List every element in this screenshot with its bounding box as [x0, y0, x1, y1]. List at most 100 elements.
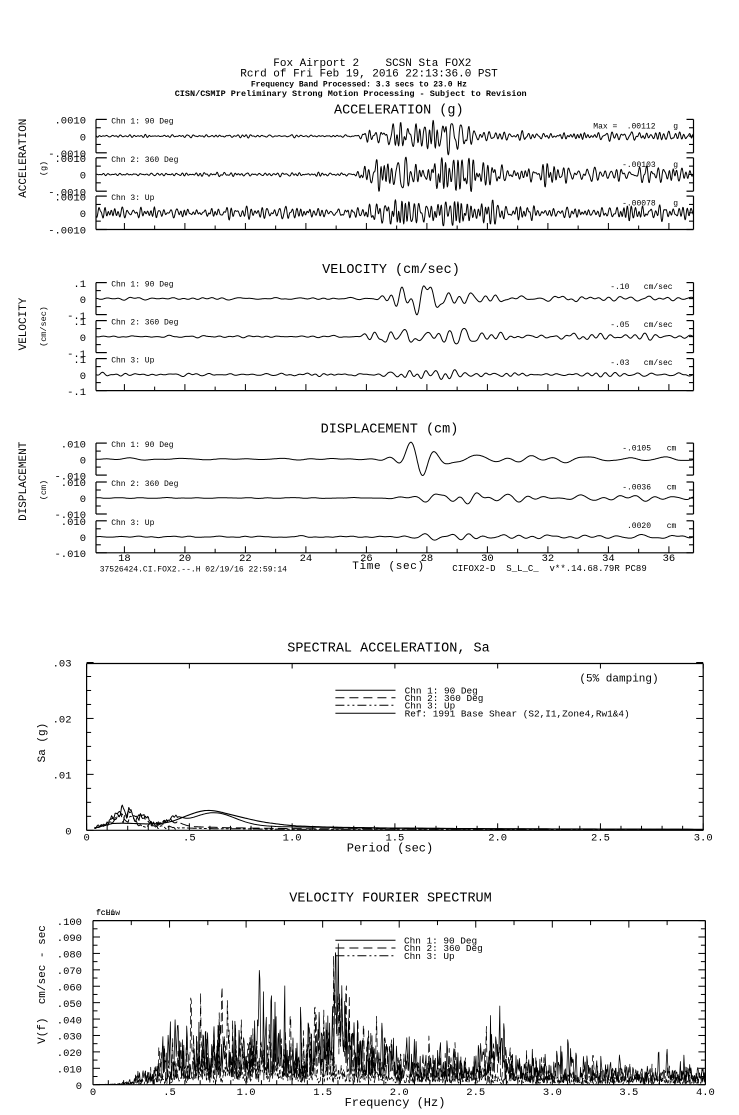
svg-text:Max =: Max = [593, 123, 617, 132]
svg-text:-.10: -.10 [610, 283, 629, 292]
svg-text:37526424.CI.FOX2.--.H 02/19/16: 37526424.CI.FOX2.--.H 02/19/16 22:59:14 [100, 565, 287, 574]
svg-text:22: 22 [239, 553, 252, 565]
svg-text:cm: cm [667, 445, 677, 454]
svg-text:-.0036: -.0036 [622, 483, 651, 492]
svg-text:0: 0 [80, 494, 86, 506]
svg-text:.050: .050 [57, 999, 82, 1011]
svg-text:.010: .010 [61, 439, 86, 451]
svg-text:V(f) cm/sec - sec: V(f) cm/sec - sec [37, 925, 49, 1044]
svg-text:34: 34 [602, 553, 615, 565]
svg-text:.010: .010 [61, 517, 86, 529]
svg-text:ACCELERATION (g): ACCELERATION (g) [334, 104, 464, 119]
svg-text:.060: .060 [57, 982, 82, 994]
svg-text:2.5: 2.5 [466, 1087, 485, 1099]
svg-text:(cm): (cm) [39, 480, 49, 500]
svg-text:-.010: -.010 [54, 510, 86, 522]
svg-text:-.1: -.1 [67, 349, 86, 361]
svg-text:36: 36 [663, 553, 676, 565]
svg-text:Period (sec): Period (sec) [347, 841, 433, 855]
svg-text:4.0: 4.0 [696, 1087, 715, 1099]
svg-text:Chn 3: Up: Chn 3: Up [111, 519, 154, 528]
svg-text:Chn 1: 90 Deg: Chn 1: 90 Deg [111, 117, 174, 126]
svg-text:.5: .5 [183, 833, 196, 845]
svg-text:-.0105: -.0105 [622, 445, 651, 454]
svg-text:20: 20 [179, 553, 192, 565]
svg-text:(cm/sec): (cm/sec) [39, 306, 49, 347]
svg-text:.100: .100 [57, 917, 82, 929]
svg-text:.0010: .0010 [54, 192, 86, 204]
svg-text:.0020: .0020 [627, 522, 651, 531]
svg-text:-.00103: -.00103 [622, 161, 656, 170]
svg-text:26: 26 [360, 553, 373, 565]
svg-text:Chn 3: Up: Chn 3: Up [111, 194, 154, 203]
svg-text:VELOCITY: VELOCITY [18, 297, 30, 350]
svg-text:0: 0 [83, 833, 89, 845]
svg-text:Chn 2: 360 Deg: Chn 2: 360 Deg [405, 693, 484, 704]
svg-text:30: 30 [481, 553, 494, 565]
svg-text:(g): (g) [39, 161, 49, 176]
svg-text:CISN/CSMIP Preliminary Strong: CISN/CSMIP Preliminary Strong Motion Pro… [175, 89, 527, 99]
svg-text:-.1: -.1 [67, 311, 86, 323]
svg-text:VELOCITY FOURIER SPECTRUM: VELOCITY FOURIER SPECTRUM [289, 892, 492, 907]
svg-text:fcHi: fcHi [96, 909, 115, 918]
svg-text:DISPLACEMENT (cm): DISPLACEMENT (cm) [321, 423, 459, 438]
svg-text:1.5: 1.5 [313, 1087, 332, 1099]
svg-text:0: 0 [76, 1081, 82, 1093]
svg-text:-.0010: -.0010 [48, 149, 86, 161]
svg-text:-.010: -.010 [54, 471, 86, 483]
svg-text:Frequency Band Processed: 3.3: Frequency Band Processed: 3.3 secs to 23… [251, 81, 467, 90]
svg-text:Chn 3: Up: Chn 3: Up [404, 951, 455, 962]
svg-text:1.0: 1.0 [237, 1087, 256, 1099]
svg-text:cm: cm [667, 483, 677, 492]
svg-text:.010: .010 [57, 1064, 82, 1076]
svg-text:2.5: 2.5 [591, 833, 610, 845]
svg-text:Chn 2: 360 Deg: Chn 2: 360 Deg [111, 156, 178, 165]
svg-text:0: 0 [80, 209, 86, 221]
svg-text:0: 0 [80, 455, 86, 467]
svg-text:g: g [673, 161, 678, 170]
svg-text:Frequency (Hz): Frequency (Hz) [345, 1096, 446, 1110]
svg-text:.090: .090 [57, 933, 82, 945]
svg-text:2.0: 2.0 [390, 1087, 409, 1099]
svg-text:-.05: -.05 [610, 321, 629, 330]
svg-text:.0010: .0010 [54, 116, 86, 128]
svg-text:28: 28 [421, 553, 434, 565]
svg-text:-.010: -.010 [54, 549, 86, 561]
svg-text:ACCELERATION: ACCELERATION [18, 119, 30, 198]
svg-text:(5% damping): (5% damping) [579, 674, 658, 686]
svg-text:Chn 2: 360 Deg: Chn 2: 360 Deg [404, 943, 483, 954]
svg-text:cm: cm [667, 522, 677, 531]
svg-text:1.0: 1.0 [283, 833, 302, 845]
svg-text:2.0: 2.0 [488, 833, 507, 845]
svg-text:-.0010: -.0010 [48, 187, 86, 199]
svg-text:.1: .1 [73, 317, 86, 329]
svg-text:0: 0 [80, 333, 86, 345]
svg-text:Chn 3: Up: Chn 3: Up [405, 700, 456, 711]
svg-text:.070: .070 [57, 966, 82, 978]
svg-text:Time (sec): Time (sec) [352, 561, 425, 573]
svg-text:.080: .080 [57, 950, 82, 962]
svg-text:3.0: 3.0 [543, 1087, 562, 1099]
svg-text:Chn 2: 360 Deg: Chn 2: 360 Deg [111, 319, 178, 328]
svg-text:.030: .030 [57, 1032, 82, 1044]
svg-text:.02: .02 [53, 715, 72, 727]
svg-text:0: 0 [80, 371, 86, 383]
svg-text:0: 0 [80, 295, 86, 307]
svg-text:Fox Airport 2 SCSN Sta FOX2: Fox Airport 2 SCSN Sta FOX2 [273, 58, 471, 70]
svg-text:DISPLACEMENT: DISPLACEMENT [18, 441, 30, 521]
svg-text:.00112: .00112 [627, 123, 656, 132]
svg-text:0: 0 [80, 533, 86, 545]
svg-text:-.03: -.03 [610, 359, 629, 368]
svg-text:-.1: -.1 [67, 387, 86, 399]
svg-text:0: 0 [90, 1087, 96, 1099]
svg-text:VELOCITY (cm/sec): VELOCITY (cm/sec) [322, 263, 460, 278]
svg-text:cm/sec: cm/sec [644, 321, 673, 330]
svg-text:24: 24 [300, 553, 313, 565]
svg-text:cm/sec: cm/sec [644, 283, 673, 292]
svg-text:g: g [673, 123, 678, 132]
svg-text:Chn 1: 90 Deg: Chn 1: 90 Deg [111, 281, 174, 290]
svg-text:.040: .040 [57, 1015, 82, 1027]
svg-text:.1: .1 [73, 279, 86, 291]
svg-text:Chn 2: 360 Deg: Chn 2: 360 Deg [111, 480, 178, 489]
svg-text:CIFOX2-D S_L_C_ v**.14.68.79: CIFOX2-D S_L_C_ v**.14.68.79R PC89 [452, 564, 646, 574]
